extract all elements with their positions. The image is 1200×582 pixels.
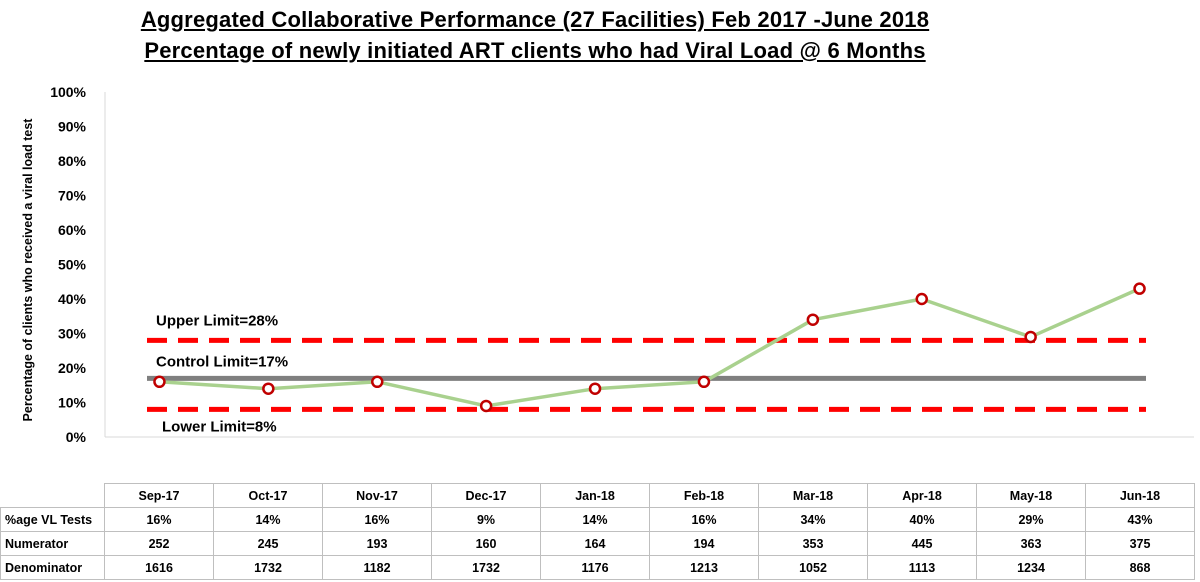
x-category-label: Jun-18 [1085,483,1195,508]
y-tick-label: 80% [58,153,87,169]
y-tick-label: 0% [66,429,87,445]
y-axis-label: Percentage of clients who received a vir… [21,118,35,422]
table-cell: 1176 [540,555,650,580]
x-category-label: Sep-17 [104,483,214,508]
x-category-label: Nov-17 [322,483,432,508]
data-point [1024,330,1037,344]
x-category-label: Dec-17 [431,483,541,508]
table-row: Denominator 1616 1732 1182 1732 1176 1213 1052 1… [0,555,1195,580]
table-row: Numerator 252 245 193 160 164 194 353 445 363 375 [0,531,1195,556]
x-category-label: Jan-18 [540,483,650,508]
table-row-label: %age VL Tests [0,507,105,532]
line-chart: Percentage of clients who received a vir… [21,84,1194,445]
x-category-label: Apr-18 [867,483,977,508]
data-table: Sep-17 Oct-17 Nov-17 Dec-17 Jan-18 Feb-18 Mar-… [0,483,1195,580]
table-cell: 1732 [431,555,541,580]
table-cell: 194 [649,531,759,556]
table-cell: 40% [867,507,977,532]
y-tick-label: 50% [58,257,87,273]
series-line [159,287,1141,408]
y-tick-label: 40% [58,291,87,307]
chart-titles: Aggregated Collaborative Performance (27… [0,4,1070,66]
data-point [697,375,711,389]
table-row: %age VL Tests 16% 14% 16% 9% 14% 16% 34% 40% 29% 4… [0,507,1195,532]
x-category-label: Mar-18 [758,483,868,508]
x-category-label: Oct-17 [213,483,323,508]
table-cell: 16% [322,507,432,532]
table-cell: 445 [867,531,977,556]
table-cell: 868 [1085,555,1195,580]
x-category-label: Feb-18 [649,483,759,508]
y-tick-label: 60% [58,222,87,238]
table-cell: 14% [540,507,650,532]
table-cell: 1732 [213,555,323,580]
data-point [153,375,166,389]
axes: 0% 10% 20% 30% 40% 50% 60% 70% 80% 90% 100% [50,84,1194,445]
table-cell: 29% [976,507,1086,532]
table-cell: 363 [976,531,1086,556]
data-point [1133,282,1146,295]
data-point [262,382,275,395]
data-point [479,399,493,413]
reference-lines [147,337,1146,412]
table-cell: 1616 [104,555,214,580]
table-cell: 9% [431,507,541,532]
table-cell: 160 [431,531,541,556]
table-cell: 34% [758,507,868,532]
table-cell: 375 [1085,531,1195,556]
y-tick-label: 10% [58,395,87,411]
table-cell: 164 [540,531,650,556]
y-axis-label-group: Percentage of clients who received a vir… [21,118,35,422]
table-cell: 16% [649,507,759,532]
data-point [588,382,602,395]
reference-line-label: Lower Limit=8% [162,418,277,435]
chart-subtitle: Percentage of newly initiated ART client… [144,38,926,63]
reference-line-label: Upper Limit=28% [156,312,278,329]
reference-line-labels: Upper Limit=28% Control Limit=17% Lower Li… [156,312,288,435]
table-cell: 252 [104,531,214,556]
reference-line-label: Control Limit=17% [156,353,288,370]
table-header-row: Sep-17 Oct-17 Nov-17 Dec-17 Jan-18 Feb-18 Mar-… [0,483,1195,508]
table-cell: 43% [1085,507,1195,532]
table-row-label: Numerator [0,531,105,556]
table-cell: 353 [758,531,868,556]
table-cell: 16% [104,507,214,532]
table-row-label: Denominator [0,555,105,580]
y-tick-label: 30% [58,326,87,342]
data-point [915,292,928,306]
table-cell: 193 [322,531,432,556]
table-cell: 1213 [649,555,759,580]
data-point [806,313,820,326]
y-tick-label: 90% [58,119,87,135]
x-category-label: May-18 [976,483,1086,508]
table-cell: 1182 [322,555,432,580]
series-layer [153,282,1146,413]
data-point [371,375,384,389]
chart-title: Aggregated Collaborative Performance (27… [140,7,930,32]
y-tick-label: 100% [50,84,86,100]
y-tick-label: 20% [58,360,87,376]
table-cell: 245 [213,531,323,556]
table-cell: 14% [213,507,323,532]
table-cell: 1234 [976,555,1086,580]
y-tick-label: 70% [58,188,87,204]
table-cell: 1113 [867,555,977,580]
table-cell: 1052 [758,555,868,580]
table-corner [0,483,105,508]
